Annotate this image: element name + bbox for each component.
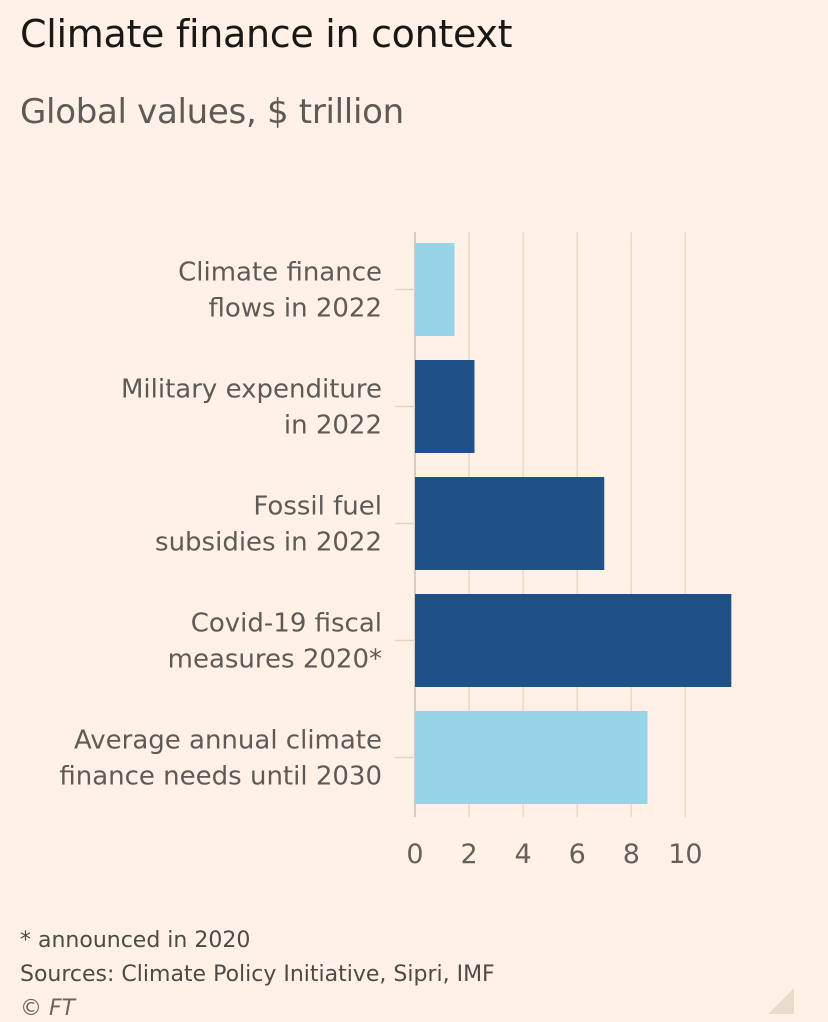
x-tick-label: 8 [623,839,640,870]
x-tick-label: 4 [515,839,532,870]
category-label: Fossil fuel subsidies in 2022 [155,492,382,558]
x-axis-ticks: 0 2 4 6 8 10 [406,839,702,870]
x-tick-label: 0 [406,839,423,870]
chart-title: Climate finance in context [20,12,513,56]
x-tick-label: 2 [460,839,477,870]
bar [415,360,475,453]
resize-corner-icon [768,988,794,1014]
category-label: Climate finance flows in 2022 [178,258,382,324]
x-tick-label: 6 [569,839,586,870]
chart-subtitle: Global values, $ trillion [20,92,404,132]
sources-note: Sources: Climate Policy Initiative, Sipr… [20,962,495,987]
bar-chart: Climate finance flows in 2022 Military exp… [59,232,732,870]
category-labels: Climate finance flows in 2022 Military exp… [59,258,382,792]
bar [415,711,648,804]
category-label: Covid-19 fiscal measures 2020* [168,609,382,675]
bar [415,243,455,336]
category-label: Military expenditure in 2022 [121,375,382,441]
bars [415,243,732,804]
category-label: Average annual climate finance needs unti… [59,726,382,792]
copyright: © FT [20,996,76,1021]
bar [415,594,732,687]
footnote: * announced in 2020 [20,928,251,953]
x-tick-label: 10 [668,839,702,870]
bar [415,477,605,570]
